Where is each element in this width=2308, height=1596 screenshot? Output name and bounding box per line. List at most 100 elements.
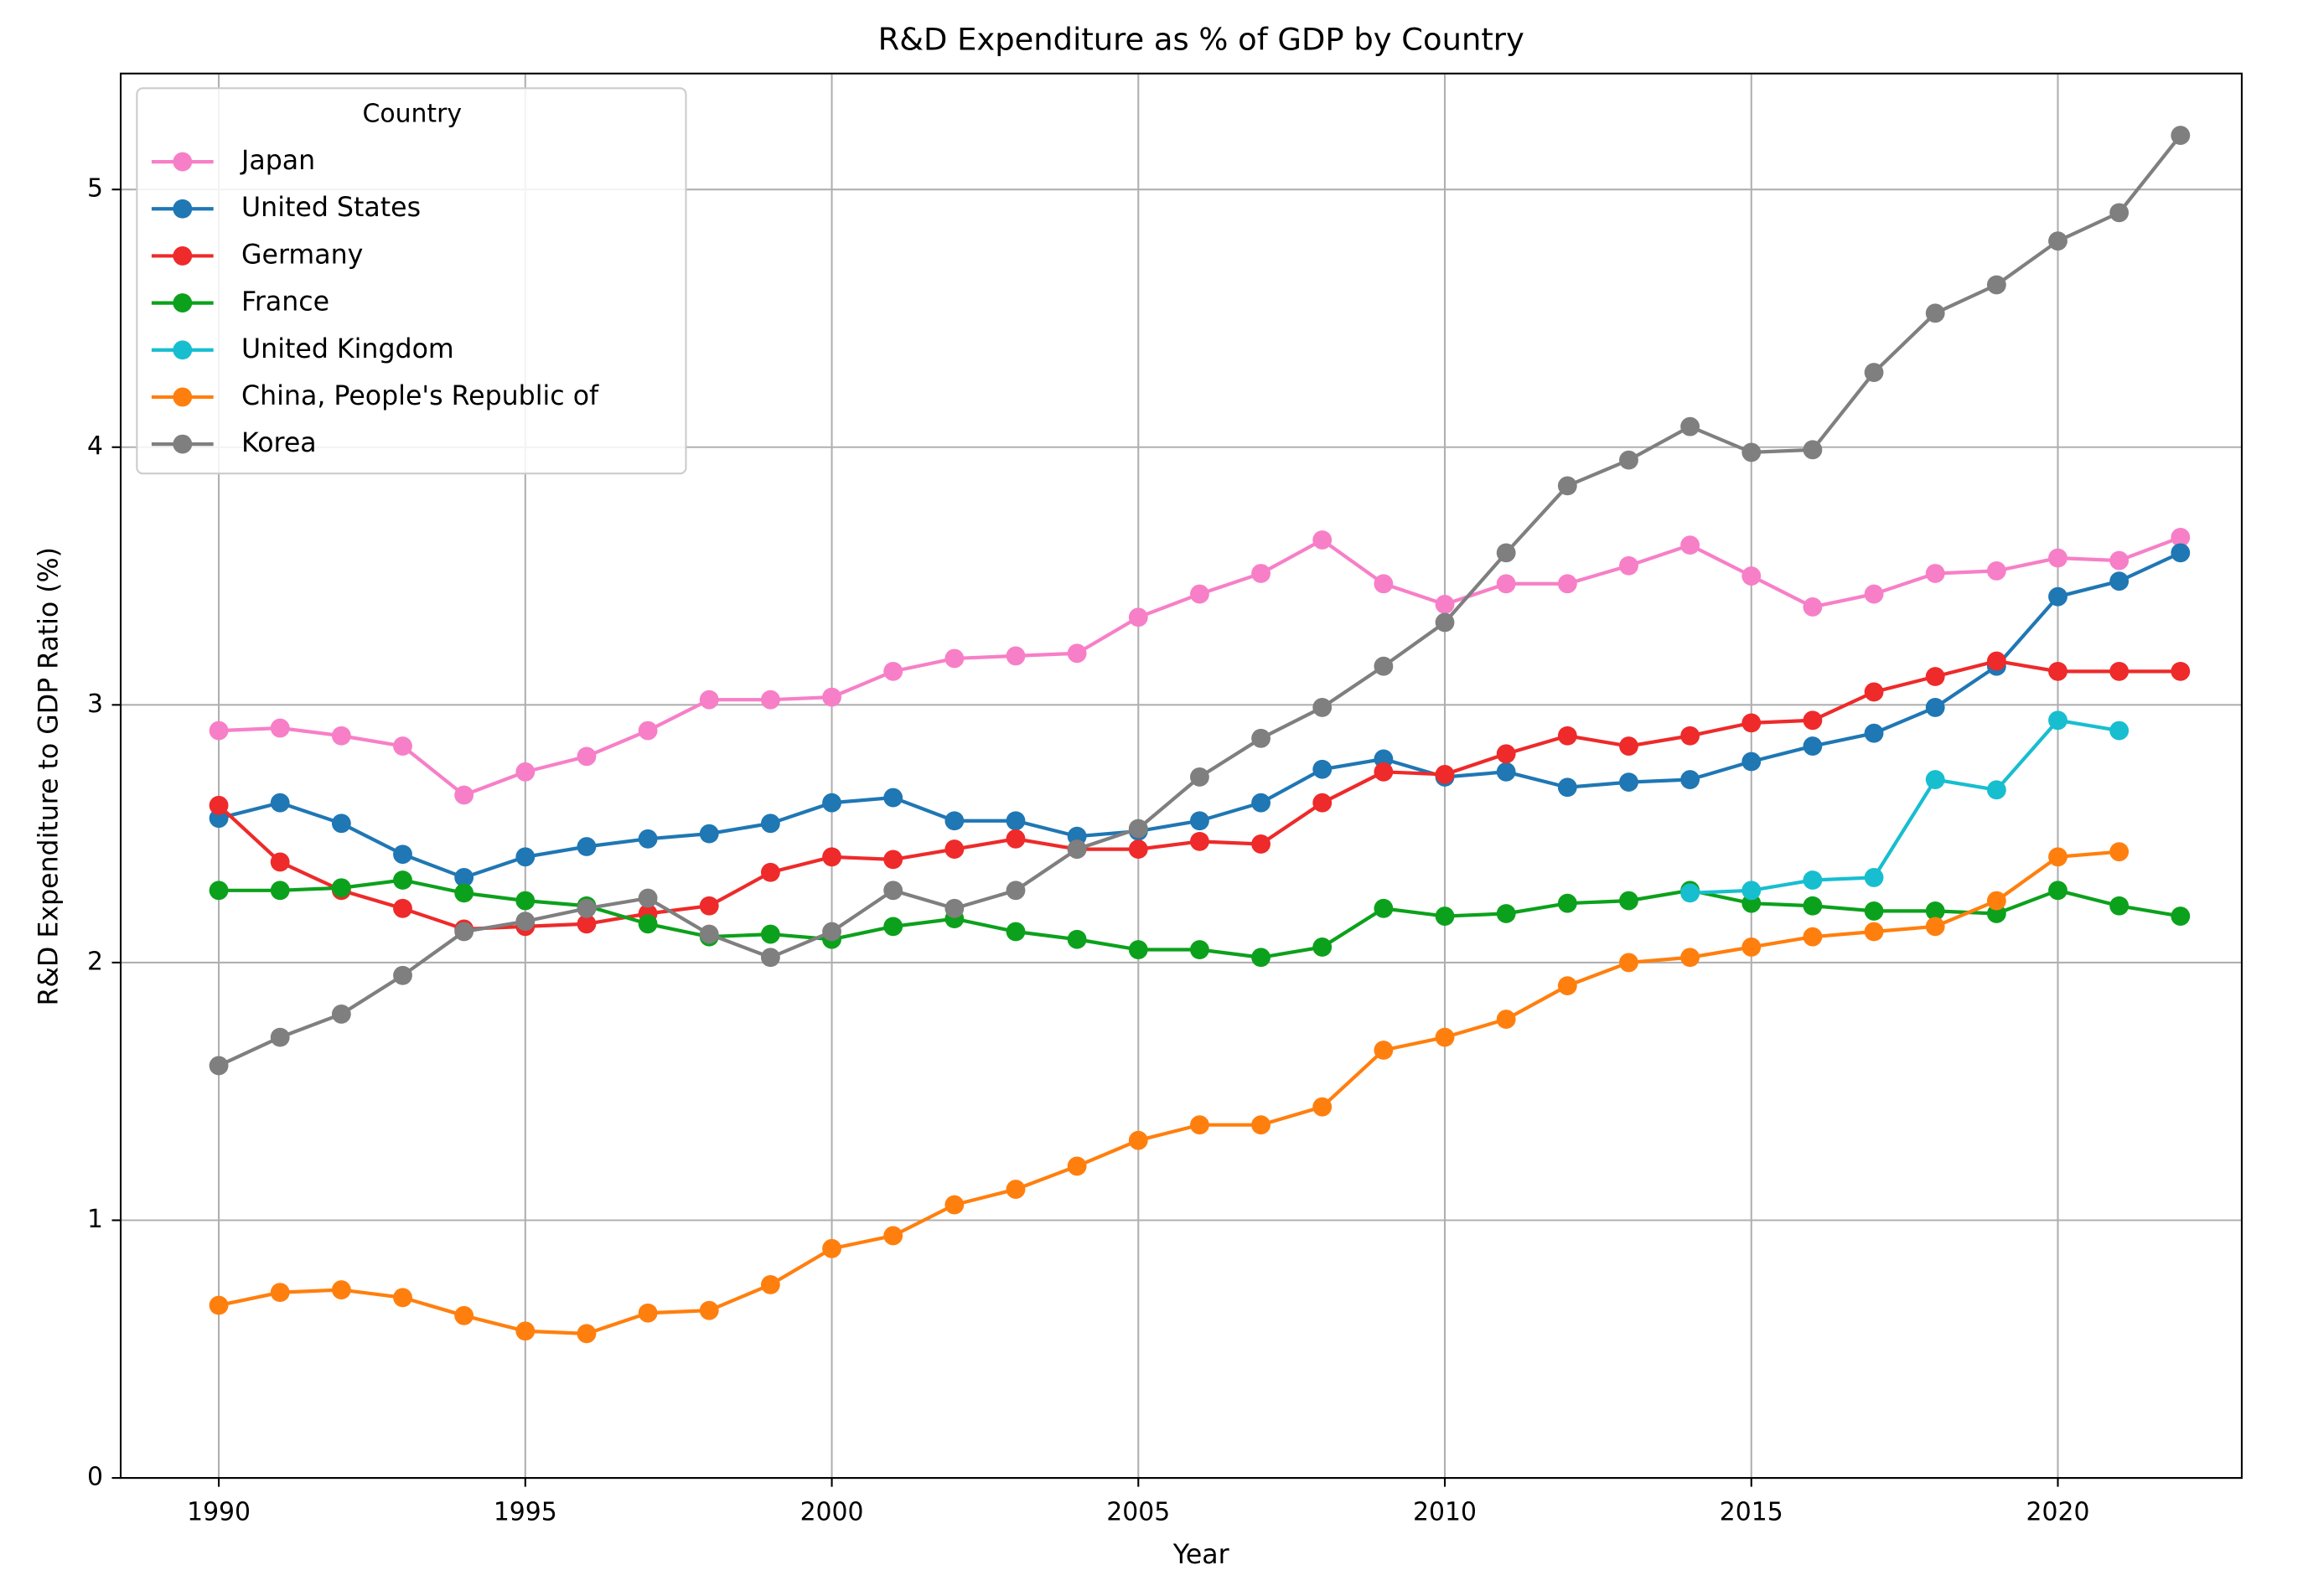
data-point (2109, 721, 2129, 741)
data-point (515, 847, 536, 867)
data-point (1435, 1027, 1455, 1047)
data-point (577, 1324, 597, 1344)
data-point (883, 661, 903, 681)
data-point (1251, 948, 1271, 968)
legend-marker (173, 246, 193, 266)
data-point (1803, 896, 1823, 916)
data-point (944, 839, 965, 859)
data-point (2109, 842, 2129, 862)
legend-marker (173, 387, 193, 407)
data-point (1496, 1010, 1516, 1029)
data-point (2048, 847, 2067, 867)
data-point (1435, 612, 1455, 633)
data-point (699, 824, 719, 844)
data-point (1251, 564, 1271, 583)
data-point (454, 785, 474, 805)
data-point (270, 1027, 290, 1047)
data-point (1435, 594, 1455, 614)
y-tick-label: 2 (87, 947, 103, 976)
y-tick-label: 3 (87, 690, 103, 719)
series-line (1690, 718, 2120, 895)
data-point (1312, 1097, 1333, 1117)
data-point (1619, 953, 1638, 973)
data-point (883, 788, 903, 808)
data-point (883, 1226, 903, 1246)
data-point (822, 1238, 841, 1258)
data-point (393, 870, 412, 890)
data-point (1374, 656, 1394, 676)
data-point (760, 862, 780, 882)
data-point (1374, 1041, 1394, 1060)
data-point (1128, 607, 1148, 628)
data-point (1496, 574, 1516, 594)
data-point (393, 736, 412, 756)
data-point (1067, 929, 1087, 949)
data-point (393, 898, 412, 918)
x-axis-label: Year (1172, 1540, 1229, 1570)
legend-label: United States (241, 193, 421, 223)
data-point (1128, 839, 1148, 859)
data-point (1251, 728, 1271, 748)
legend-marker (173, 152, 193, 172)
x-tick-label: 2010 (1413, 1498, 1477, 1527)
data-point (1864, 363, 1884, 382)
data-point (944, 898, 965, 918)
data-point (760, 948, 780, 968)
data-point (1312, 937, 1333, 957)
data-point (454, 922, 474, 942)
data-point (1128, 1130, 1148, 1150)
data-point (1312, 759, 1333, 779)
data-point (1557, 893, 1577, 913)
data-point (270, 881, 290, 901)
data-point (209, 1295, 229, 1315)
data-point (1619, 555, 1638, 576)
data-point (454, 868, 474, 887)
data-point (209, 1056, 229, 1076)
data-point (1067, 643, 1087, 664)
data-point (515, 891, 536, 911)
data-point (1496, 744, 1516, 764)
data-point (1251, 1115, 1271, 1135)
data-point (1864, 922, 1884, 942)
data-point (1986, 891, 2006, 911)
data-point (270, 793, 290, 813)
data-point (515, 1321, 536, 1341)
data-point (1925, 667, 1945, 686)
legend-label: Germany (241, 240, 363, 270)
data-point (1986, 560, 2006, 581)
legend-marker (173, 340, 193, 360)
data-point (1312, 793, 1333, 813)
data-point (1741, 937, 1762, 957)
data-point (331, 726, 351, 746)
data-point (638, 1303, 658, 1323)
data-point (331, 813, 351, 834)
data-point (1741, 713, 1762, 733)
data-point (1190, 940, 1209, 959)
data-point (1190, 831, 1209, 851)
data-point (1864, 901, 1884, 921)
data-point (393, 965, 412, 985)
data-point (1374, 898, 1394, 918)
data-point (1374, 762, 1394, 782)
y-tick-label: 4 (87, 431, 103, 461)
y-tick-label: 1 (87, 1205, 103, 1234)
data-point (822, 922, 841, 942)
data-point (2171, 126, 2191, 145)
plot-frame (119, 72, 2243, 1480)
data-point (331, 878, 351, 898)
data-point (1680, 535, 1700, 555)
data-point (1435, 764, 1455, 784)
data-point (1006, 922, 1026, 942)
data-point (454, 883, 474, 903)
data-point (577, 898, 597, 918)
data-point (1986, 275, 2006, 295)
data-point (1557, 476, 1577, 496)
data-point (1067, 1156, 1087, 1176)
x-tick-label: 2005 (1106, 1498, 1170, 1527)
data-point (2109, 550, 2129, 571)
legend-marker (173, 199, 193, 219)
data-point (1925, 901, 1945, 921)
data-point (209, 881, 229, 901)
data-point (1557, 726, 1577, 746)
data-point (2171, 661, 2191, 681)
